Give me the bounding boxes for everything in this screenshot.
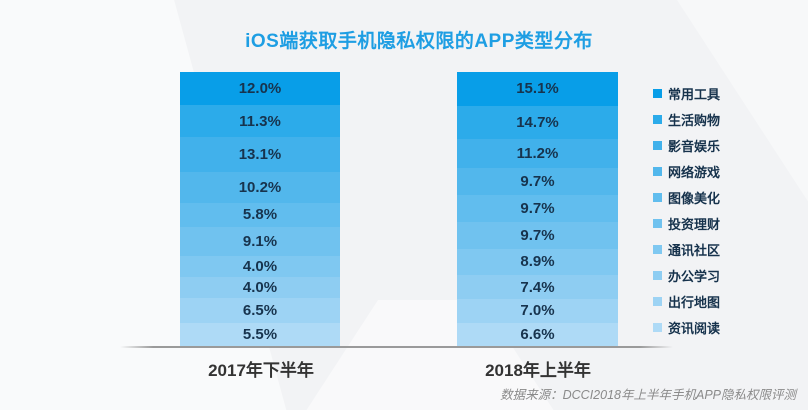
legend-item-图像美化: 图像美化: [653, 184, 720, 210]
legend-label: 投资理财: [668, 216, 721, 232]
segment-value-label: 6.5%: [242, 301, 278, 319]
segment-value-label: 7.4%: [520, 278, 555, 296]
segment-value-label: 12.0%: [238, 80, 282, 98]
bar-segment-影音娱乐: 13.1%: [180, 137, 340, 173]
legend: 常用工具生活购物影音娱乐网络游戏图像美化投资理财通讯社区办公学习出行地图资讯阅读: [653, 80, 720, 340]
bar-segment-生活购物: 14.7%: [457, 105, 618, 139]
segment-value-label: 11.2%: [516, 144, 559, 162]
x-axis-label-2017-h2: 2017年下半年: [208, 361, 314, 380]
segment-value-label: 10.2%: [238, 179, 282, 197]
legend-label: 图像美化: [668, 190, 721, 206]
legend-swatch-icon: [653, 218, 662, 228]
legend-item-资讯阅读: 资讯阅读: [653, 314, 720, 340]
legend-item-通讯社区: 通讯社区: [653, 236, 720, 262]
bar-segment-网络游戏: 9.7%: [457, 167, 618, 195]
bar-segment-影音娱乐: 11.2%: [457, 138, 618, 168]
bar-segment-网络游戏: 10.2%: [180, 172, 340, 203]
legend-item-网络游戏: 网络游戏: [653, 158, 720, 184]
legend-label: 网络游戏: [668, 164, 721, 180]
legend-swatch-icon: [653, 296, 662, 306]
bar-segment-资讯阅读: 6.6%: [457, 322, 618, 347]
bar-segment-办公学习: 4.0%: [180, 276, 340, 298]
segment-value-label: 7.0%: [520, 302, 555, 320]
legend-label: 资讯阅读: [668, 320, 721, 336]
bar-segment-出行地图: 6.5%: [180, 297, 340, 323]
segment-value-label: 9.1%: [242, 232, 278, 250]
segment-value-label: 11.3%: [239, 112, 281, 130]
bar-segment-通讯社区: 8.9%: [457, 248, 618, 275]
x-axis-label-2018-h1: 2018年上半年: [485, 361, 591, 380]
legend-item-出行地图: 出行地图: [653, 288, 720, 314]
legend-swatch-icon: [653, 244, 662, 254]
segment-value-label: 9.7%: [520, 226, 555, 244]
legend-item-影音娱乐: 影音娱乐: [653, 132, 720, 158]
legend-label: 通讯社区: [668, 242, 721, 258]
bar-segment-通讯社区: 4.0%: [180, 255, 340, 277]
legend-item-办公学习: 办公学习: [653, 262, 720, 288]
legend-item-常用工具: 常用工具: [653, 80, 720, 106]
segment-value-label: 14.7%: [516, 113, 559, 131]
bar-segment-出行地图: 7.0%: [457, 299, 618, 323]
segment-value-label: 9.7%: [520, 199, 555, 217]
x-axis-line: [120, 346, 673, 348]
bar-segment-生活购物: 11.3%: [180, 105, 340, 138]
bar-segment-常用工具: 12.0%: [180, 72, 340, 106]
segment-value-label: 13.1%: [238, 146, 282, 164]
legend-label: 生活购物: [668, 112, 721, 128]
legend-swatch-icon: [653, 140, 662, 150]
segment-value-label: 5.5%: [242, 325, 278, 343]
legend-label: 常用工具: [668, 86, 721, 102]
bar-segment-图像美化: 9.7%: [457, 194, 618, 222]
legend-swatch-icon: [653, 322, 662, 332]
legend-swatch-icon: [653, 166, 662, 176]
source-note: 数据来源：DCCI2018年上半年手机APP隐私权限评测: [500, 388, 796, 402]
legend-swatch-icon: [653, 114, 662, 124]
bar-segment-常用工具: 15.1%: [457, 72, 618, 106]
bar-segment-投资理财: 9.7%: [457, 221, 618, 249]
legend-swatch-icon: [653, 192, 662, 202]
segment-value-label: 5.8%: [242, 206, 278, 224]
legend-swatch-icon: [653, 270, 662, 280]
legend-swatch-icon: [653, 88, 662, 98]
segment-value-label: 8.9%: [520, 253, 555, 271]
bar-segment-办公学习: 7.4%: [457, 274, 618, 300]
chart-title: iOS端获取手机隐私权限的APP类型分布: [245, 31, 593, 52]
stacked-bar-2017-h2: 12.0% 11.3% 13.1% 10.2% 5.8% 9.1% 4.0% 4.0% 6.5%…: [180, 72, 340, 346]
segment-value-label: 9.7%: [520, 172, 555, 190]
legend-label: 影音娱乐: [668, 138, 721, 154]
legend-item-生活购物: 生活购物: [653, 106, 720, 132]
bar-segment-图像美化: 5.8%: [180, 202, 340, 227]
legend-item-投资理财: 投资理财: [653, 210, 720, 236]
bar-segment-投资理财: 9.1%: [180, 226, 340, 256]
legend-label: 出行地图: [668, 294, 721, 310]
segment-value-label: 4.0%: [242, 278, 278, 296]
segment-value-label: 6.6%: [520, 325, 555, 343]
stacked-bar-2018-h1: 15.1% 14.7% 11.2% 9.7% 9.7% 9.7% 8.9% 7.4% 7.0% 6…: [457, 72, 618, 347]
bar-segment-资讯阅读: 5.5%: [180, 322, 340, 346]
segment-value-label: 15.1%: [516, 80, 559, 98]
segment-value-label: 4.0%: [242, 257, 278, 275]
legend-label: 办公学习: [668, 268, 721, 284]
